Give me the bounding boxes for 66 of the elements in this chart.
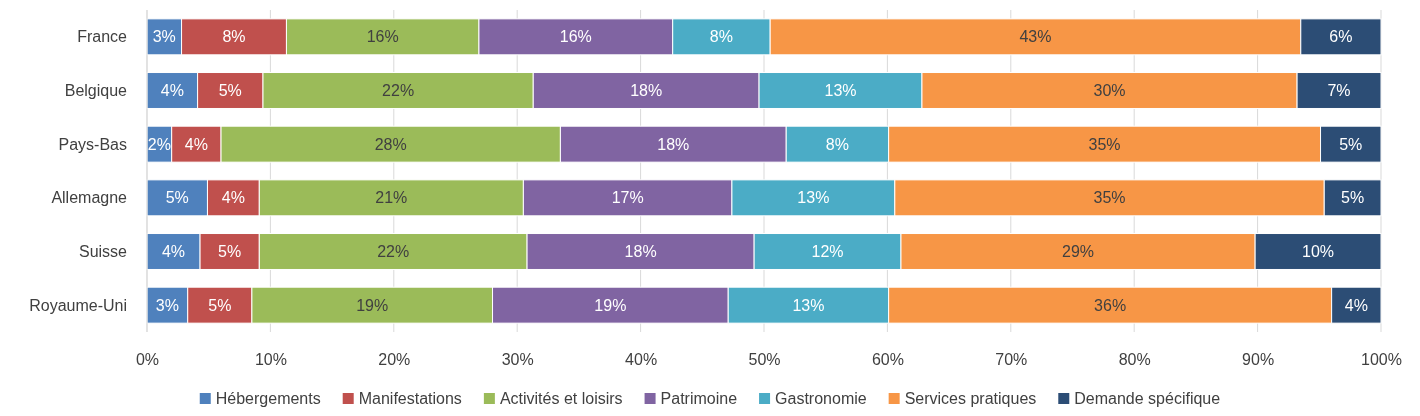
data-label: 36% bbox=[1094, 296, 1127, 314]
x-tick-label: 40% bbox=[625, 351, 658, 369]
data-label: 18% bbox=[630, 82, 663, 100]
y-tick-label: Belgique bbox=[64, 82, 128, 100]
legend-label: Hébergements bbox=[215, 390, 321, 407]
data-label: 4% bbox=[184, 135, 208, 153]
data-label: 8% bbox=[222, 28, 246, 46]
x-tick-label: 70% bbox=[995, 351, 1028, 369]
legend-label: Services pratiques bbox=[904, 390, 1037, 407]
y-tick-label: Allemagne bbox=[51, 189, 128, 207]
data-label: 8% bbox=[709, 28, 733, 46]
x-tick-label: 90% bbox=[1242, 351, 1275, 369]
data-label: 4% bbox=[1344, 296, 1368, 314]
data-label: 19% bbox=[356, 296, 389, 314]
x-tick-label: 10% bbox=[254, 351, 287, 369]
data-label: 16% bbox=[559, 28, 592, 46]
data-label: 5% bbox=[218, 82, 242, 100]
data-label: 2% bbox=[147, 135, 171, 153]
x-tick-label: 80% bbox=[1118, 351, 1151, 369]
data-label: 17% bbox=[611, 189, 644, 207]
data-label: 7% bbox=[1327, 82, 1351, 100]
x-tick-label: 60% bbox=[871, 351, 904, 369]
data-label: 4% bbox=[160, 82, 184, 100]
x-tick-label: 20% bbox=[378, 351, 411, 369]
data-label: 18% bbox=[624, 243, 657, 261]
data-label: 22% bbox=[377, 243, 410, 261]
data-label: 35% bbox=[1088, 135, 1121, 153]
legend-label: Patrimoine bbox=[660, 390, 738, 407]
data-label: 18% bbox=[657, 135, 690, 153]
data-label: 29% bbox=[1062, 243, 1095, 261]
data-label: 13% bbox=[792, 296, 825, 314]
data-label: 5% bbox=[165, 189, 189, 207]
data-label: 13% bbox=[797, 189, 830, 207]
data-label: 28% bbox=[374, 135, 407, 153]
y-tick-label: Pays-Bas bbox=[58, 135, 127, 153]
x-tick-label: 30% bbox=[501, 351, 534, 369]
data-label: 5% bbox=[1341, 189, 1365, 207]
x-tick-label: 0% bbox=[135, 351, 160, 369]
data-label: 12% bbox=[811, 243, 844, 261]
legend-label: Demande spécifique bbox=[1074, 390, 1221, 407]
data-label: 16% bbox=[366, 28, 399, 46]
data-label: 4% bbox=[221, 189, 245, 207]
legend-label: Gastronomie bbox=[775, 390, 867, 407]
y-tick-label: Royaume-Uni bbox=[29, 296, 127, 314]
y-tick-label: France bbox=[77, 28, 128, 46]
data-label: 8% bbox=[825, 135, 849, 153]
legend-label: Manifestations bbox=[358, 390, 462, 407]
data-label: 13% bbox=[824, 82, 857, 100]
data-label: 5% bbox=[1339, 135, 1363, 153]
legend-label: Activités et loisirs bbox=[499, 390, 623, 407]
data-label: 22% bbox=[382, 82, 415, 100]
x-tick-label: 100% bbox=[1361, 351, 1402, 369]
data-label: 3% bbox=[155, 296, 179, 314]
data-label: 19% bbox=[594, 296, 627, 314]
data-label: 6% bbox=[1329, 28, 1353, 46]
data-label: 5% bbox=[218, 243, 242, 261]
data-label: 5% bbox=[208, 296, 232, 314]
x-tick-label: 50% bbox=[748, 351, 781, 369]
data-label: 35% bbox=[1093, 189, 1126, 207]
data-label: 10% bbox=[1302, 243, 1335, 261]
data-label: 3% bbox=[152, 28, 176, 46]
y-tick-label: Suisse bbox=[78, 243, 128, 261]
data-label: 21% bbox=[375, 189, 408, 207]
data-label: 4% bbox=[161, 243, 186, 261]
data-label: 30% bbox=[1093, 82, 1126, 100]
data-label: 43% bbox=[1019, 28, 1052, 46]
